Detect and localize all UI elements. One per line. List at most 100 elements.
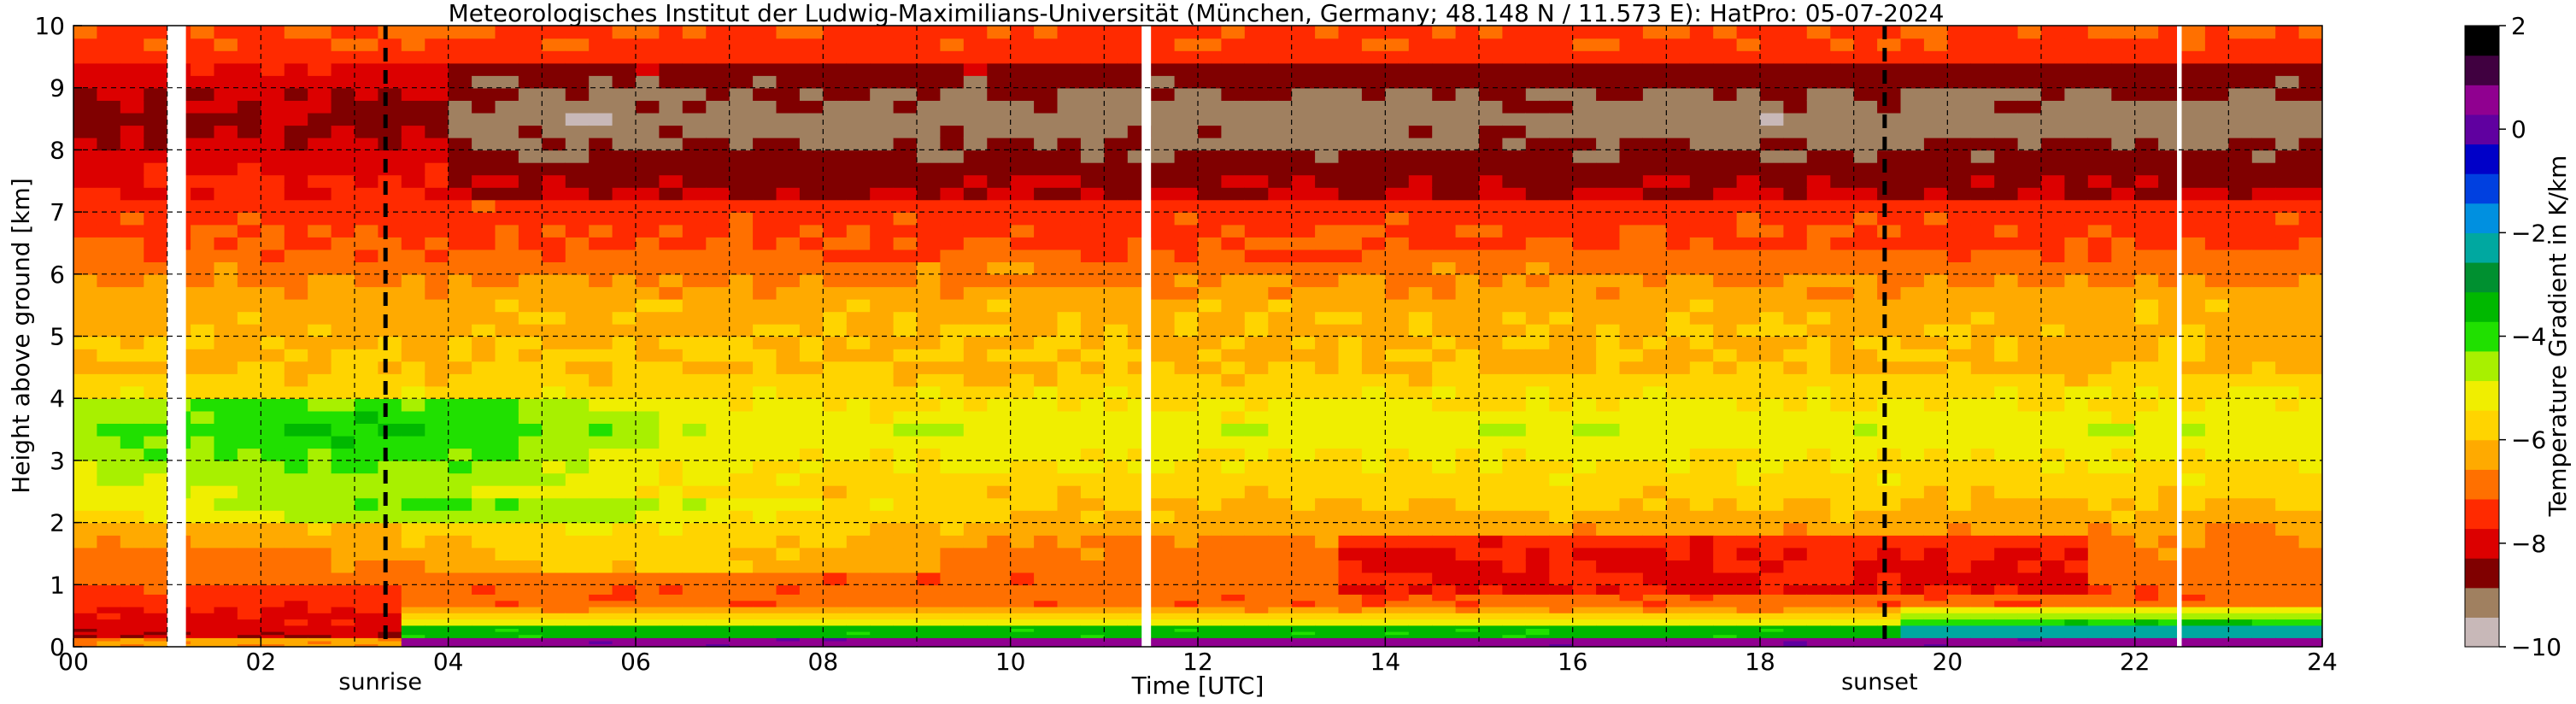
heatmap-cell	[1830, 600, 1855, 607]
heatmap-cell	[1080, 435, 1106, 449]
heatmap-cell	[214, 112, 238, 126]
heatmap-cell	[1034, 547, 1059, 560]
heatmap-cell	[495, 485, 519, 499]
heatmap-cell	[1783, 311, 1808, 325]
heatmap-cell	[940, 625, 965, 629]
heatmap-cell	[1502, 497, 1527, 511]
heatmap-cell	[565, 249, 590, 262]
heatmap-cell	[73, 174, 98, 188]
heatmap-cell	[237, 510, 262, 524]
heatmap-cell	[1151, 38, 1176, 51]
heatmap-cell	[1830, 100, 1855, 114]
heatmap-cell	[1642, 161, 1668, 176]
heatmap-cell	[1502, 385, 1527, 399]
heatmap-cell	[870, 613, 895, 620]
heatmap-cell	[1642, 311, 1668, 325]
heatmap-cell	[1736, 643, 1761, 647]
heatmap-cell	[1315, 237, 1340, 250]
heatmap-cell	[1689, 349, 1714, 362]
heatmap-cell	[1549, 637, 1574, 642]
heatmap-cell	[2017, 161, 2042, 176]
heatmap-cell	[659, 625, 684, 629]
heatmap-cell	[1408, 613, 1433, 620]
heatmap-cell	[963, 62, 988, 76]
heatmap-cell	[1479, 631, 1504, 636]
heatmap-cell	[1361, 510, 1387, 524]
heatmap-cell	[1994, 398, 2019, 412]
heatmap-cell	[1666, 631, 1691, 636]
heatmap-cell	[1361, 26, 1387, 39]
heatmap-cell	[636, 560, 660, 573]
heatmap-cell	[729, 26, 754, 39]
heatmap-cell	[1689, 497, 1714, 511]
heatmap-cell	[237, 600, 262, 607]
heatmap-cell	[1666, 237, 1691, 250]
heatmap-cell	[1502, 560, 1527, 573]
heatmap-cell	[1338, 361, 1363, 374]
heatmap-cell	[729, 150, 754, 163]
heatmap-cell	[401, 584, 425, 595]
heatmap-cell	[1104, 174, 1129, 188]
heatmap-cell	[823, 640, 848, 645]
heatmap-cell	[1034, 62, 1059, 76]
heatmap-cell	[1877, 497, 1902, 511]
heatmap-cell	[1783, 261, 1808, 275]
heatmap-cell	[893, 324, 918, 337]
heatmap-cell	[2064, 398, 2089, 412]
heatmap-cell	[1174, 161, 1199, 176]
heatmap-cell	[1010, 423, 1035, 437]
heatmap-cell	[1830, 640, 1855, 645]
heatmap-cell	[1666, 448, 1691, 461]
heatmap-cell	[893, 572, 918, 586]
heatmap-cell	[331, 522, 355, 536]
heatmap-cell	[144, 398, 168, 412]
heatmap-cell	[448, 497, 472, 511]
heatmap-cell	[378, 249, 402, 262]
heatmap-cell	[565, 625, 590, 629]
heatmap-cell	[542, 584, 566, 595]
heatmap-cell	[191, 38, 215, 51]
heatmap-cell	[261, 261, 285, 275]
heatmap-cell	[1291, 510, 1316, 524]
heatmap-cell	[331, 261, 355, 275]
heatmap-cell	[799, 435, 824, 449]
heatmap-cell	[401, 613, 425, 620]
heatmap-cell	[144, 311, 168, 325]
heatmap-cell	[2064, 584, 2089, 595]
heatmap-cell	[753, 435, 777, 449]
heatmap-cell	[2017, 273, 2042, 288]
heatmap-cell	[472, 385, 496, 399]
heatmap-cell	[940, 100, 965, 114]
heatmap-cell	[1713, 174, 1738, 188]
heatmap-cell	[1502, 137, 1527, 151]
heatmap-cell	[1525, 286, 1550, 300]
heatmap-cell	[1549, 631, 1574, 636]
heatmap-cell	[846, 510, 871, 524]
heatmap-cell	[1970, 547, 1995, 560]
heatmap-cell	[1900, 594, 1925, 601]
heatmap-cell	[308, 613, 332, 620]
heatmap-cell	[776, 100, 801, 114]
heatmap-cell	[1923, 448, 1949, 461]
heatmap-cell	[823, 50, 848, 64]
heatmap-cell	[284, 606, 308, 613]
heatmap-cell	[1244, 637, 1269, 642]
heatmap-cell	[1315, 613, 1340, 620]
heatmap-cell	[1268, 631, 1293, 636]
heatmap-cell	[823, 26, 848, 39]
heatmap-cell	[237, 38, 262, 51]
heatmap-cell	[1877, 594, 1902, 601]
heatmap-cell	[401, 50, 425, 64]
heatmap-cell	[1408, 199, 1433, 213]
heatmap-cell	[1244, 634, 1269, 638]
heatmap-cell	[987, 594, 1012, 601]
heatmap-cell	[237, 26, 262, 39]
heatmap-cell	[940, 606, 965, 613]
heatmap-cell	[2064, 613, 2089, 620]
heatmap-cell	[1572, 62, 1597, 76]
heatmap-cell	[917, 75, 942, 89]
heatmap-cell	[448, 410, 472, 424]
heatmap-cell	[214, 398, 238, 412]
heatmap-cell	[893, 373, 918, 387]
heatmap-cell	[308, 398, 332, 412]
